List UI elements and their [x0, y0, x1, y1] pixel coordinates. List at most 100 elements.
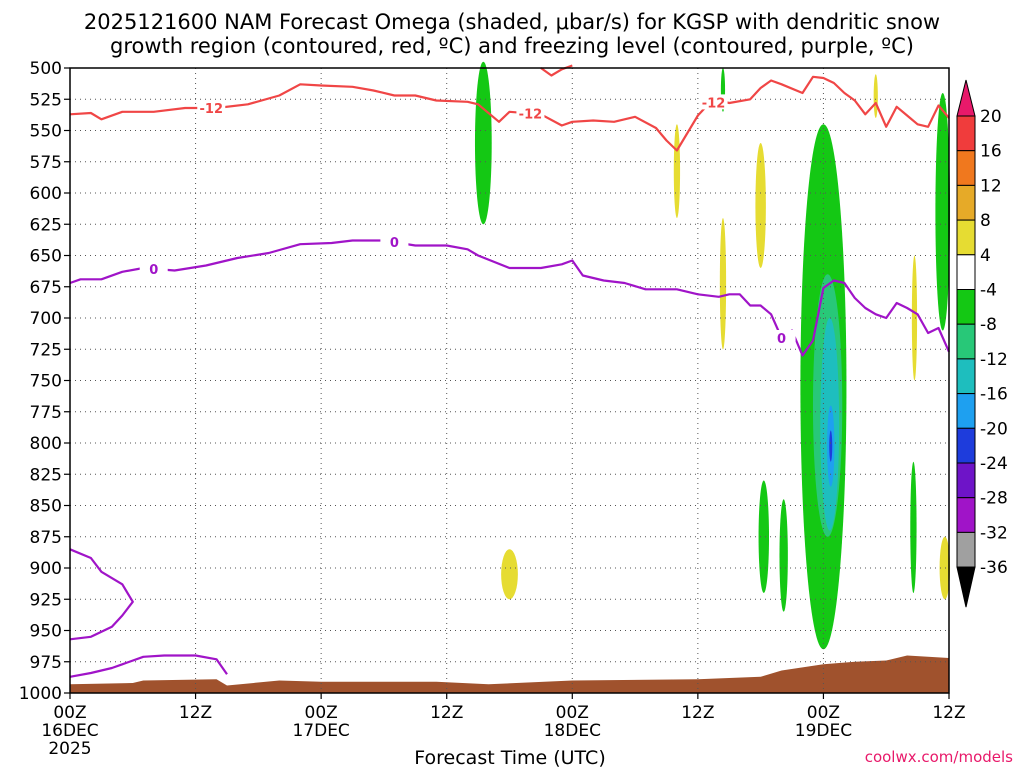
- title-line-1: 2025121600 NAM Forecast Omega (shaded, μ…: [84, 10, 940, 34]
- colorbar-swatch-2: [956, 150, 976, 186]
- omega-region-18: [829, 430, 833, 462]
- colorbar-swatch-8: [956, 358, 976, 395]
- x-tick-label-12-1: 12Z: [179, 703, 212, 723]
- dgz-contour-label-bg-2: [516, 105, 545, 121]
- colorbar-swatch-7: [956, 323, 976, 360]
- dgz-contour-label-1: -12: [200, 102, 224, 117]
- colorbar-label-9: -16: [980, 385, 1008, 405]
- y-tick-label-800: 800: [30, 434, 62, 454]
- colorbar-swatch-1: [956, 115, 976, 152]
- colorbar-swatch-4: [956, 219, 976, 256]
- dgz-contour-label-bg-1: [197, 100, 226, 115]
- omega-shading: [474, 61, 951, 650]
- y-tick-label-825: 825: [30, 465, 62, 485]
- freezing-contour-label-bg-2: [380, 234, 409, 250]
- colorbar: 20 16 12 8 4 -4 -8 -12 -16 -20 -24 -28 -32 -36: [956, 79, 1008, 608]
- colorbar-swatch-9: [956, 393, 976, 429]
- omega-region-10: [910, 461, 917, 593]
- y-tick-label-850: 850: [30, 497, 62, 517]
- x-tick-label-24-1: 00Z: [305, 703, 338, 723]
- colorbar-label-8: -12: [980, 350, 1008, 370]
- freezing-contour-label-2: 0: [390, 236, 399, 251]
- colorbar-label-2: 16: [980, 142, 1002, 162]
- colorbar-label-10: -20: [980, 419, 1008, 439]
- x-tick-label-48-2: 18DEC: [544, 721, 601, 741]
- x-tick-label-0-1: 00Z: [53, 703, 86, 723]
- y-tick-label-975: 975: [30, 653, 62, 673]
- y-tick-label-650: 650: [30, 247, 62, 267]
- omega-region-11: [939, 536, 951, 600]
- contours: -12 -12 -12 0 0 0: [69, 64, 951, 678]
- omega-region-6: [758, 480, 770, 593]
- colorbar-swatch-6: [956, 289, 976, 325]
- colorbar-swatch-5: [956, 254, 976, 291]
- x-tick-label-72-1: 00Z: [807, 703, 840, 723]
- freezing-contour-label-1: 0: [149, 263, 158, 278]
- omega-region-9: [911, 255, 918, 381]
- colorbar-label-4: 8: [980, 211, 991, 231]
- ground-terrain: [70, 655, 949, 693]
- omega-region-13: [873, 74, 878, 118]
- y-tick-label-700: 700: [30, 309, 62, 329]
- colorbar-label-3: 12: [980, 176, 1002, 196]
- axes: 500 525 550 575 600 625 650 675 700 725 750 775 800 8…: [19, 59, 966, 759]
- omega-region-8: [501, 549, 518, 600]
- omega-region-1: [474, 61, 492, 225]
- grid: [70, 68, 949, 693]
- y-tick-label-750: 750: [30, 372, 62, 392]
- colorbar-swatch-11: [956, 462, 976, 499]
- colorbar-label-11: -24: [980, 454, 1008, 474]
- omega-region-7: [779, 499, 788, 612]
- x-tick-label-0-3: 2025: [48, 739, 91, 759]
- y-tick-label-950: 950: [30, 622, 62, 642]
- y-tick-label-875: 875: [30, 528, 62, 548]
- colorbar-top-arrow: [956, 79, 976, 117]
- dgz-contour-line: [69, 75, 950, 152]
- colorbar-swatch-3: [956, 184, 976, 221]
- y-tick-label-775: 775: [30, 403, 62, 423]
- colorbar-label-12: -28: [980, 489, 1008, 509]
- y-tick-label-900: 900: [30, 559, 62, 579]
- ground-fill: [70, 655, 949, 693]
- colorbar-swatch-12: [956, 497, 976, 533]
- x-tick-label-36-1: 12Z: [430, 703, 463, 723]
- x-tick-label-24-2: 17DEC: [292, 721, 349, 741]
- colorbar-label-7: -8: [980, 315, 997, 335]
- omega-region-4: [719, 218, 727, 350]
- y-tick-label-600: 600: [30, 184, 62, 204]
- credit-text: coolwx.com/models: [865, 748, 1013, 766]
- y-tick-label-575: 575: [30, 153, 62, 173]
- y-tick-label-675: 675: [30, 278, 62, 298]
- colorbar-swatch-10: [956, 427, 976, 464]
- colorbar-label-6: -4: [980, 281, 997, 301]
- freezing-contour-label-bg-3: [767, 330, 796, 345]
- freezing-contour-line: [69, 239, 951, 357]
- dgz-contour-label-3: -12: [702, 96, 726, 111]
- freezing-contour-label-3: 0: [777, 332, 786, 347]
- y-tick-label-725: 725: [30, 340, 62, 360]
- y-tick-label-550: 550: [30, 122, 62, 142]
- colorbar-label-14: -36: [980, 558, 1008, 578]
- dgz-contour-label-bg-3: [699, 94, 728, 110]
- colorbar-bottom-arrow: [956, 566, 976, 608]
- title-line-2: growth region (contoured, red, ºC) and f…: [110, 34, 914, 58]
- y-tick-label-525: 525: [30, 90, 62, 110]
- omega-region-12: [935, 93, 951, 331]
- dgz-contour-upper: [540, 64, 573, 77]
- x-axis-label: Forecast Time (UTC): [414, 747, 605, 768]
- y-tick-label-625: 625: [30, 215, 62, 235]
- omega-region-2: [673, 124, 681, 218]
- colorbar-label-1: 20: [980, 107, 1002, 127]
- y-tick-label-1000: 1000: [19, 684, 62, 704]
- colorbar-swatch-13: [956, 531, 976, 568]
- x-tick-label-72-2: 19DEC: [795, 721, 852, 741]
- x-tick-label-84-1: 12Z: [932, 703, 965, 723]
- freezing-contour-label-bg-1: [139, 260, 168, 276]
- dgz-contour-label-2: -12: [519, 107, 543, 122]
- colorbar-label-5: 4: [980, 246, 991, 266]
- y-tick-label-925: 925: [30, 590, 62, 610]
- colorbar-label-13: -32: [980, 523, 1008, 543]
- x-tick-label-0-2: 16DEC: [41, 721, 98, 741]
- freezing-contour-loop: [69, 548, 134, 641]
